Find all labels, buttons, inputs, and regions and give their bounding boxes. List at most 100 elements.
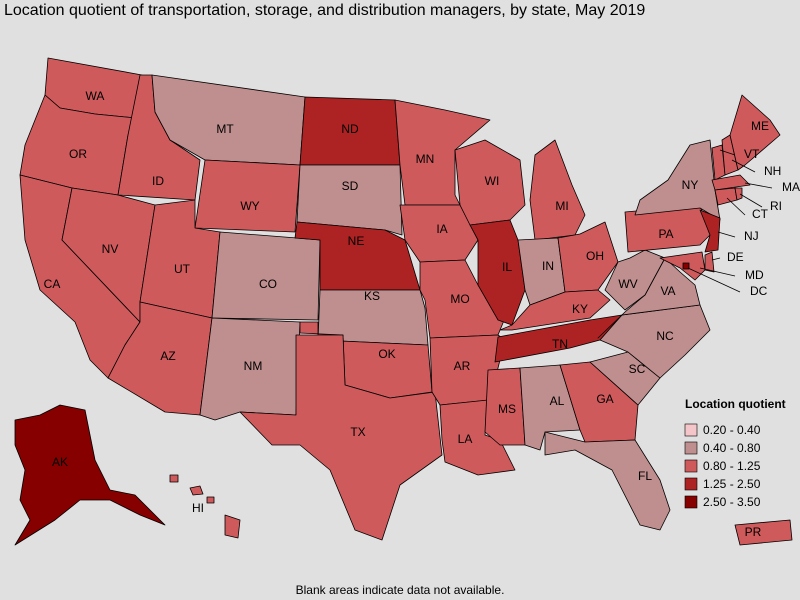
- legend-label: 0.80 - 1.25: [703, 459, 761, 473]
- callout-line: [726, 197, 746, 216]
- state-shape: [544, 431, 671, 531]
- state-label: AL: [550, 394, 565, 408]
- state-shape: [704, 251, 715, 273]
- state-label: CA: [44, 277, 61, 291]
- legend-swatch: [684, 459, 698, 473]
- state-label: OR: [69, 147, 87, 161]
- state-shape: [597, 257, 701, 339]
- state-label: NE: [348, 234, 365, 248]
- state-shape: [454, 139, 526, 226]
- state-label: WI: [485, 174, 500, 188]
- state-label: MO: [450, 292, 469, 306]
- state-label: WY: [240, 199, 259, 213]
- state-label: IL: [502, 260, 512, 274]
- state-label: MD: [745, 268, 764, 282]
- state-label: OK: [378, 347, 395, 361]
- state-shape: [211, 231, 321, 321]
- legend-swatch: [684, 495, 698, 509]
- legend-label: 2.50 - 3.50: [703, 495, 761, 509]
- state-label: AK: [52, 455, 68, 469]
- callout-line: [699, 267, 736, 277]
- state-label: HI: [192, 501, 204, 515]
- legend-swatch: [684, 477, 698, 491]
- legend-title: Location quotient: [685, 397, 786, 411]
- state-shape: [699, 209, 721, 253]
- state-shape: [682, 262, 690, 270]
- state-shape: [484, 367, 526, 446]
- state-label: PA: [658, 227, 673, 241]
- state-shape: [394, 99, 491, 206]
- state-shape: [729, 94, 781, 171]
- title: Location quotient of transportation, sto…: [4, 2, 645, 19]
- state-label: NV: [102, 242, 119, 256]
- state-label: ME: [751, 119, 769, 133]
- state-label: ND: [341, 122, 359, 136]
- state-label: IA: [436, 222, 447, 236]
- state-label: NM: [244, 359, 263, 373]
- legend-label: 1.25 - 2.50: [703, 477, 761, 491]
- state-label: KY: [572, 302, 588, 316]
- state-label: RI: [770, 199, 782, 213]
- state-label: LA: [458, 432, 473, 446]
- state-label: MS: [498, 402, 516, 416]
- state-label: NY: [682, 178, 699, 192]
- state-label: FL: [638, 469, 652, 483]
- callout-line: [739, 193, 763, 208]
- state-shape: [296, 164, 403, 236]
- state-label: CO: [259, 277, 277, 291]
- state-label: UT: [174, 262, 191, 276]
- state-label: MA: [782, 180, 800, 194]
- legend-swatch: [684, 441, 698, 455]
- callout-line: [744, 182, 773, 189]
- state-label: AZ: [160, 349, 175, 363]
- legend-swatch: [684, 423, 698, 437]
- state-label: MT: [216, 122, 234, 136]
- state-label: GA: [596, 392, 613, 406]
- state-shape: [711, 174, 751, 191]
- callout-line: [719, 149, 736, 156]
- state-shape: [734, 519, 793, 546]
- state-label: TX: [350, 425, 365, 439]
- state-shape: [499, 289, 611, 331]
- state-label: KS: [364, 289, 380, 303]
- state-label: WV: [618, 277, 637, 291]
- state-label: IN: [542, 259, 554, 273]
- state-label: VA: [660, 284, 675, 298]
- callout-line: [711, 257, 721, 261]
- state-label: SD: [342, 179, 359, 193]
- state-shape: [634, 139, 721, 221]
- state-shape: [734, 187, 743, 201]
- state-label: MI: [555, 199, 568, 213]
- state-label: NH: [764, 164, 781, 178]
- state-label: TN: [552, 337, 568, 351]
- state-shape: [14, 404, 166, 546]
- state-shape: [529, 139, 586, 241]
- footnote: Blank areas indicate data not available.: [296, 583, 505, 597]
- state-label: MN: [416, 152, 435, 166]
- state-label: AR: [454, 359, 471, 373]
- state-shape: [169, 474, 241, 539]
- legend: Location quotient 0.20 - 0.40 0.40 - 0.80…: [684, 397, 786, 509]
- state-label: ID: [152, 174, 164, 188]
- state-label: OH: [586, 249, 604, 263]
- state-label: CT: [752, 207, 769, 221]
- state-label: PR: [745, 525, 762, 539]
- state-shape: [714, 187, 738, 206]
- callout-line: [687, 267, 741, 293]
- state-shape: [659, 251, 706, 281]
- state-label: DC: [750, 284, 768, 298]
- callout-line: [731, 159, 756, 173]
- state-label: WA: [86, 89, 105, 103]
- state-shape: [239, 334, 443, 541]
- state-label: NJ: [744, 229, 759, 243]
- state-label: VT: [744, 147, 760, 161]
- state-label: DE: [727, 250, 744, 264]
- callout-line: [717, 231, 736, 238]
- state-label: NC: [656, 329, 674, 343]
- legend-label: 0.20 - 0.40: [703, 423, 761, 437]
- state-shape: [194, 159, 301, 233]
- state-shape: [604, 249, 666, 311]
- legend-label: 0.40 - 0.80: [703, 441, 761, 455]
- state-layer: WA OR CA NV ID MT WY UT AZ CO NM ND SD NE KS OK TX MN IA MO…: [14, 57, 800, 546]
